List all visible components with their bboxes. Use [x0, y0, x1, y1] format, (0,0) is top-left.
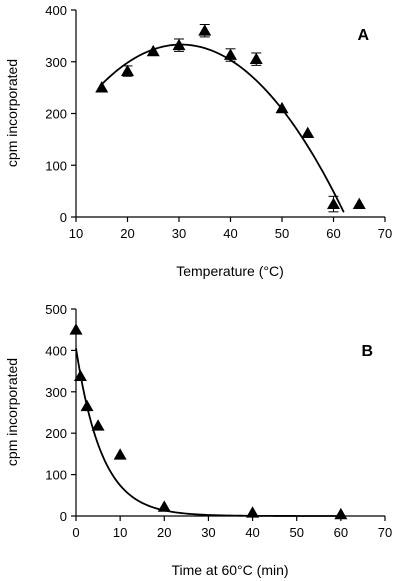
y-tick-label: 400	[45, 343, 67, 358]
x-tick-label: 0	[72, 525, 79, 540]
y-tick-label: 300	[45, 55, 67, 70]
x-tick-label: 70	[378, 226, 392, 241]
x-tick-label: 50	[275, 226, 289, 241]
data-point-triangle	[249, 52, 263, 65]
x-tick-label: 30	[201, 525, 215, 540]
y-tick-label: 300	[45, 385, 67, 400]
y-tick-label: 0	[60, 509, 67, 524]
x-tick-label: 20	[157, 525, 171, 540]
y-tick-label: 200	[45, 426, 67, 441]
data-point-triangle	[275, 101, 289, 114]
data-point-triangle	[95, 81, 109, 93]
x-tick-label: 70	[378, 525, 392, 540]
y-ticks: 0 100 200 300 400 500	[45, 302, 76, 524]
y-axis-label: cpm incorporated	[4, 358, 20, 466]
fit-curve	[101, 43, 345, 213]
x-tick-label: 10	[113, 525, 127, 540]
y-tick-label: 100	[45, 158, 67, 173]
y-axis-label: cpm incorporated	[4, 59, 20, 167]
data-point-triangle	[73, 369, 87, 381]
x-ticks: 0 10 20 30 40 50 60 70	[72, 516, 392, 540]
x-ticks: 10 20 30 40 50 60 70	[69, 217, 392, 241]
data-point-triangle	[198, 24, 212, 36]
data-point-triangle	[301, 126, 315, 139]
y-tick-label: 100	[45, 468, 67, 483]
data-point-triangle	[69, 323, 83, 335]
data-point-triangle	[334, 507, 348, 520]
fit-curve	[75, 348, 341, 517]
data-point-triangle	[224, 48, 237, 60]
x-tick-label: 30	[172, 226, 186, 241]
panel-label: A	[357, 27, 369, 44]
x-tick-label: 50	[289, 525, 303, 540]
data-point-triangle	[146, 44, 160, 57]
y-tick-label: 0	[60, 210, 67, 225]
data-point-triangle	[113, 448, 127, 460]
chart-panel-a: 10 20 30 40 50 60 70 0 100 200 300 400 A Temperatu…	[4, 3, 392, 279]
y-tick-label: 200	[45, 107, 67, 122]
data-point-triangle	[327, 197, 340, 209]
x-tick-label: 40	[223, 226, 237, 241]
x-tick-label: 10	[69, 226, 83, 241]
x-axis-label: Time at 60°C (min)	[171, 562, 288, 578]
x-axis-label: Temperature (°C)	[176, 263, 284, 279]
data-point-triangle	[172, 38, 186, 51]
x-tick-label: 60	[334, 525, 348, 540]
data-point-triangle	[157, 500, 171, 512]
x-tick-label: 60	[326, 226, 340, 241]
data-point-triangle	[80, 399, 94, 412]
y-tick-label: 500	[45, 302, 67, 317]
x-tick-label: 20	[120, 226, 134, 241]
y-ticks: 0 100 200 300 400	[45, 3, 76, 225]
data-points	[69, 323, 348, 520]
data-point-triangle	[121, 64, 134, 76]
data-points	[95, 23, 366, 213]
data-point-triangle	[352, 197, 366, 209]
data-point-triangle	[91, 419, 105, 431]
y-tick-label: 400	[45, 3, 67, 18]
chart-panel-b: 0 10 20 30 40 50 60 70 0 100 200 300 400 500 B Time …	[4, 302, 392, 578]
panel-label: B	[361, 343, 373, 360]
x-tick-label: 40	[245, 525, 259, 540]
data-point-triangle	[246, 506, 260, 518]
